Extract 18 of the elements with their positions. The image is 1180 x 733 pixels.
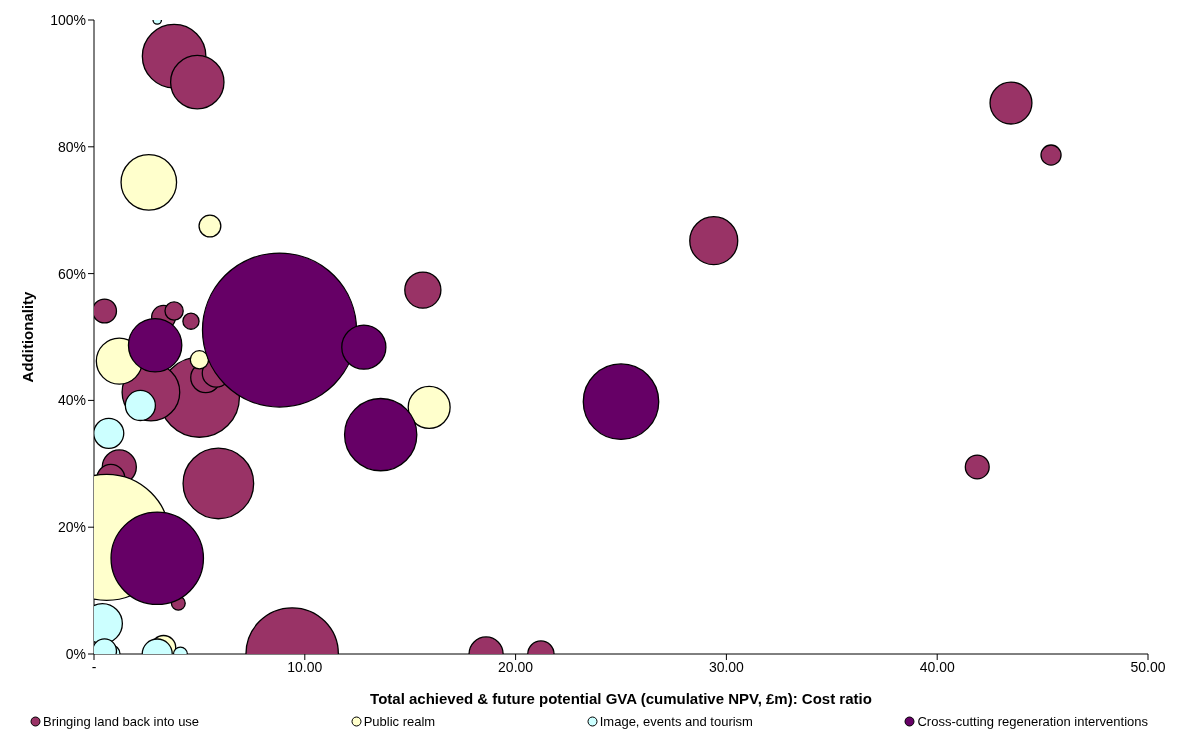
y-tick-label: 80% [57, 138, 86, 155]
y-tick-label: 0% [65, 645, 86, 662]
x-tick-label: 50.00 [1130, 658, 1166, 675]
x-axis-title: Total achieved & future potential GVA (cumulative NPV, £m): Cost ratio [370, 690, 872, 707]
y-tick-label: 20% [57, 519, 86, 536]
x-tick-label: 30.00 [708, 658, 745, 675]
y-tick-label: 40% [57, 392, 86, 409]
legend-label: Bringing land back into use [42, 714, 200, 729]
legend-label: Cross-cutting regeneration interventions [916, 714, 1148, 729]
legend-label: Public realm [362, 714, 436, 729]
x-tick-label: 20.00 [498, 658, 534, 675]
y-tick-label: 100% [50, 11, 86, 28]
x-tick-label: - [91, 658, 97, 675]
y-axis-title: Additionality [19, 290, 37, 383]
x-tick-label: 40.00 [919, 658, 955, 675]
y-tick-label: 60% [57, 265, 86, 282]
legend-label: Image, events and tourism [598, 714, 753, 729]
x-tick-label: 10.00 [287, 658, 323, 675]
